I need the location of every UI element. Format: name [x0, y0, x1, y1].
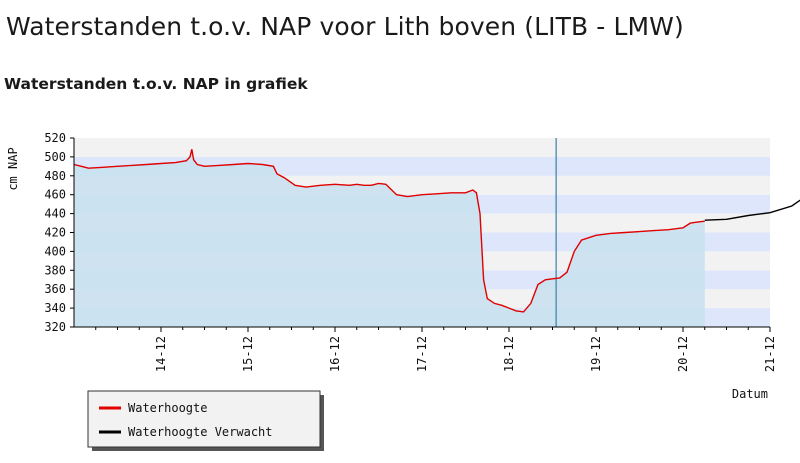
- observed-series-line: [73, 149, 705, 313]
- x-tick-label: 16-12: [328, 336, 342, 372]
- page-title: Waterstanden t.o.v. NAP voor Lith boven …: [6, 12, 684, 41]
- x-tick-label: 19-12: [589, 336, 603, 372]
- y-tick-label: 380: [44, 263, 66, 277]
- y-tick-label: 500: [44, 150, 66, 164]
- forecast-series-line: [704, 199, 800, 221]
- legend-box: [87, 390, 321, 448]
- y-axis-ticks: 320 340 360 380 400 420 440 460 480 500 520: [44, 131, 74, 334]
- y-tick-label: 320: [44, 320, 66, 334]
- x-tick-label: 14-12: [154, 336, 168, 372]
- y-axis-label: cm NAP: [6, 147, 20, 190]
- x-tick-label: 17-12: [415, 336, 429, 372]
- y-tick-label: 440: [44, 207, 66, 221]
- x-axis-label: Datum: [732, 387, 768, 401]
- x-tick-label: 20-12: [676, 336, 690, 372]
- y-tick-label: 360: [44, 282, 66, 296]
- y-tick-label: 340: [44, 301, 66, 315]
- background-band: [74, 138, 770, 157]
- y-tick-label: 460: [44, 188, 66, 202]
- y-tick-label: 420: [44, 226, 66, 240]
- y-tick-label: 520: [44, 131, 66, 145]
- legend: Waterhoogte Waterhoogte Verwacht: [87, 390, 324, 451]
- x-tick-label: 18-12: [502, 336, 516, 372]
- section-title: Waterstanden t.o.v. NAP in grafiek: [4, 75, 308, 93]
- legend-label-observed: Waterhoogte: [128, 401, 207, 415]
- observed-area-fill: [74, 149, 705, 327]
- y-tick-label: 480: [44, 169, 66, 183]
- y-tick-label: 400: [44, 244, 66, 258]
- x-tick-label: 15-12: [241, 336, 255, 372]
- x-axis-ticks: 14-12 15-12 16-12 17-12 18-12 19-12 20-12 21-12: [95, 327, 777, 372]
- x-tick-label: 21-12: [763, 336, 777, 372]
- legend-label-forecast: Waterhoogte Verwacht: [128, 425, 273, 439]
